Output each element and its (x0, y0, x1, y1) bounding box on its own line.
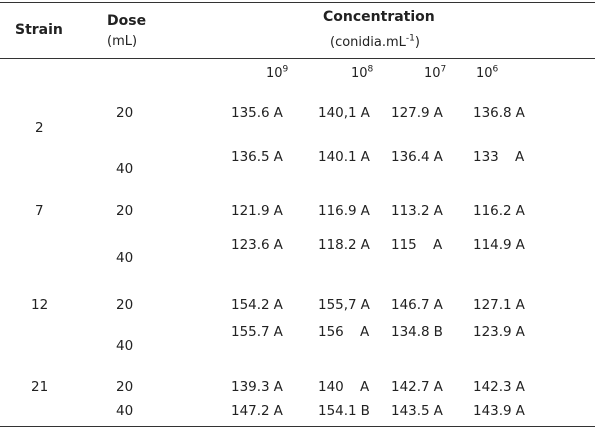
strain-label: 2 (35, 120, 44, 136)
table-cell: 118.2 A (318, 237, 370, 253)
table-cell: 116.2 A (473, 203, 525, 219)
table-cell: 156 A (318, 324, 370, 340)
conc-unit-prefix: (conidia.mL (330, 35, 406, 50)
table-cell: 123.9 A (473, 324, 525, 340)
table-cell: 134.8 B (391, 324, 443, 340)
dose-label: 20 (116, 203, 134, 219)
table-cell: 143.9 A (473, 403, 525, 419)
table-cell: 114.9 A (473, 237, 525, 253)
strain-label: 12 (31, 297, 49, 313)
bottom-rule (0, 426, 595, 427)
table-cell: 142.7 A (391, 379, 443, 395)
dose-unit: (mL) (107, 34, 138, 49)
table-cell: 136.8 A (473, 105, 525, 121)
conc-unit-suffix: ) (414, 35, 420, 50)
table-cell: 113.2 A (391, 203, 443, 219)
dose-label: 40 (116, 161, 134, 177)
power-header-1e9: 109 (266, 64, 289, 81)
dose-label: 40 (116, 403, 134, 419)
table-cell: 142.3 A (473, 379, 525, 395)
power-header-1e8: 108 (351, 64, 374, 81)
power-header-1e7: 107 (424, 64, 447, 81)
dose-label: 40 (116, 250, 134, 266)
table-cell: 143.5 A (391, 403, 443, 419)
strain-header: Strain (15, 22, 63, 38)
table-cell: 146.7 A (391, 297, 443, 313)
table-cell: 123.6 A (231, 237, 283, 253)
table-cell: 147.2 A (231, 403, 283, 419)
table-cell: 116.9 A (318, 203, 370, 219)
strain-label: 21 (31, 379, 49, 395)
table-cell: 136.4 A (391, 149, 443, 165)
concentration-header: Concentration (323, 9, 435, 25)
table-cell: 115 A (391, 237, 443, 253)
table-cell: 139.3 A (231, 379, 283, 395)
power-header-1e6: 106 (476, 64, 499, 81)
table-cell: 133 A (473, 149, 525, 165)
table-cell: 127.1 A (473, 297, 525, 313)
concentration-unit: (conidia.mL-1) (330, 33, 420, 50)
table-cell: 155.7 A (231, 324, 283, 340)
dose-header: Dose (107, 13, 147, 29)
strain-label: 7 (35, 203, 44, 219)
table-cell: 154.1 B (318, 403, 370, 419)
table-cell: 135.6 A (231, 105, 283, 121)
table-cell: 140,1 A (318, 105, 370, 121)
table-cell: 155,7 A (318, 297, 370, 313)
table-cell: 140 A (318, 379, 370, 395)
dose-label: 40 (116, 338, 134, 354)
table-cell: 140.1 A (318, 149, 370, 165)
table-cell: 127.9 A (391, 105, 443, 121)
table-cell: 136.5 A (231, 149, 283, 165)
header-rule (0, 58, 595, 59)
dose-label: 20 (116, 297, 134, 313)
dose-label: 20 (116, 105, 134, 121)
conc-unit-exponent: -1 (405, 33, 415, 44)
table-cell: 154.2 A (231, 297, 283, 313)
dose-label: 20 (116, 379, 134, 395)
top-rule (0, 2, 595, 3)
table-cell: 121.9 A (231, 203, 283, 219)
